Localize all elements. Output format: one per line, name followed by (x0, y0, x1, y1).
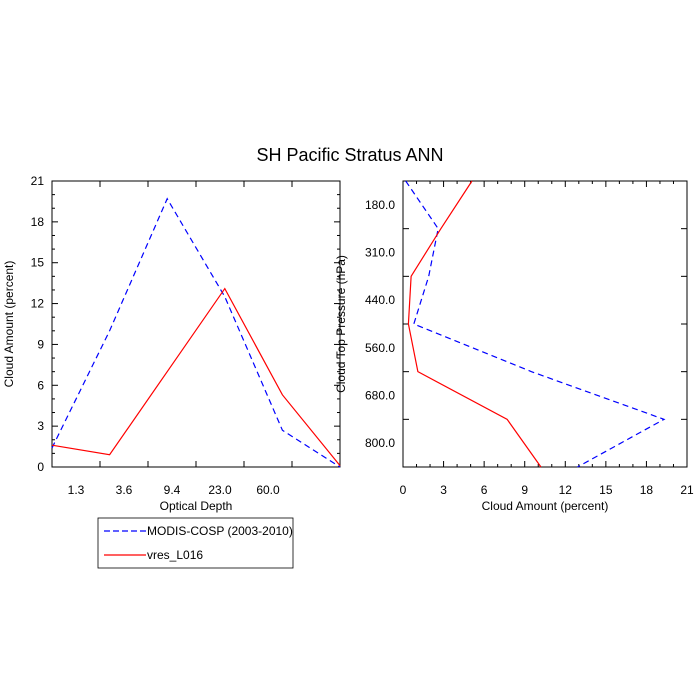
right-series-line (405, 180, 666, 468)
left-ytick-label: 6 (37, 378, 44, 392)
right-xtick-label: 0 (400, 483, 407, 497)
legend-label: MODIS-COSP (2003-2010) (147, 524, 293, 538)
right-ytick-label: 680.0 (365, 389, 395, 403)
right-ytick-label: 180.0 (365, 198, 395, 212)
left-ytick-label: 12 (31, 297, 45, 311)
legend-label: vres_L016 (147, 548, 203, 562)
left-series-line (51, 287, 341, 467)
legend: MODIS-COSP (2003-2010) vres_L016 (97, 517, 294, 569)
left-ytick-label: 21 (31, 174, 45, 188)
right-xtick-label: 6 (481, 483, 488, 497)
left-series-line (51, 197, 341, 468)
right-ytick-label: 560.0 (365, 341, 395, 355)
right-ytick-label: 440.0 (365, 293, 395, 307)
left-ytick-label: 0 (37, 460, 44, 474)
left-xtick-label: 60.0 (256, 483, 280, 497)
right-x-axis-title: Cloud Amount (percent) (482, 499, 609, 513)
right-y-axis-title: Cloud Top Pressure (hPa) (334, 255, 348, 393)
right-xtick-label: 12 (559, 483, 573, 497)
right-xtick-label: 18 (640, 483, 654, 497)
right-ytick-label: 800.0 (365, 436, 395, 450)
right-xtick-label: 9 (521, 483, 528, 497)
right-xtick-label: 15 (599, 483, 613, 497)
right-plot-frame (402, 180, 688, 468)
left-xtick-label: 3.6 (116, 483, 133, 497)
left-xtick-label: 1.3 (68, 483, 85, 497)
left-xtick-label: 23.0 (208, 483, 232, 497)
right-xtick-label: 3 (440, 483, 447, 497)
left-xtick-label: 9.4 (164, 483, 181, 497)
left-ytick-label: 3 (37, 419, 44, 433)
right-panel-cloud-top-pressure: 0 3 6 9 12 15 18 21 180.0 310.0 440.0 560.0 680.0 800… (334, 180, 694, 513)
left-y-axis-title: Cloud Amount (percent) (2, 261, 16, 388)
legend-box (97, 517, 294, 569)
left-ytick-label: 15 (31, 256, 45, 270)
left-ytick-label: 18 (31, 215, 45, 229)
right-xtick-label: 21 (680, 483, 694, 497)
chart-title: SH Pacific Stratus ANN (256, 145, 443, 165)
left-x-axis-title: Optical Depth (160, 499, 233, 513)
left-plot-frame (51, 180, 341, 468)
left-ytick-label: 9 (37, 337, 44, 351)
right-series-line (407, 180, 542, 468)
right-ytick-label: 310.0 (365, 246, 395, 260)
left-panel-optical-depth: 0 3 6 9 12 15 18 21 1.3 3.6 9.4 23.0 60.0 Optical Dep… (2, 174, 341, 513)
